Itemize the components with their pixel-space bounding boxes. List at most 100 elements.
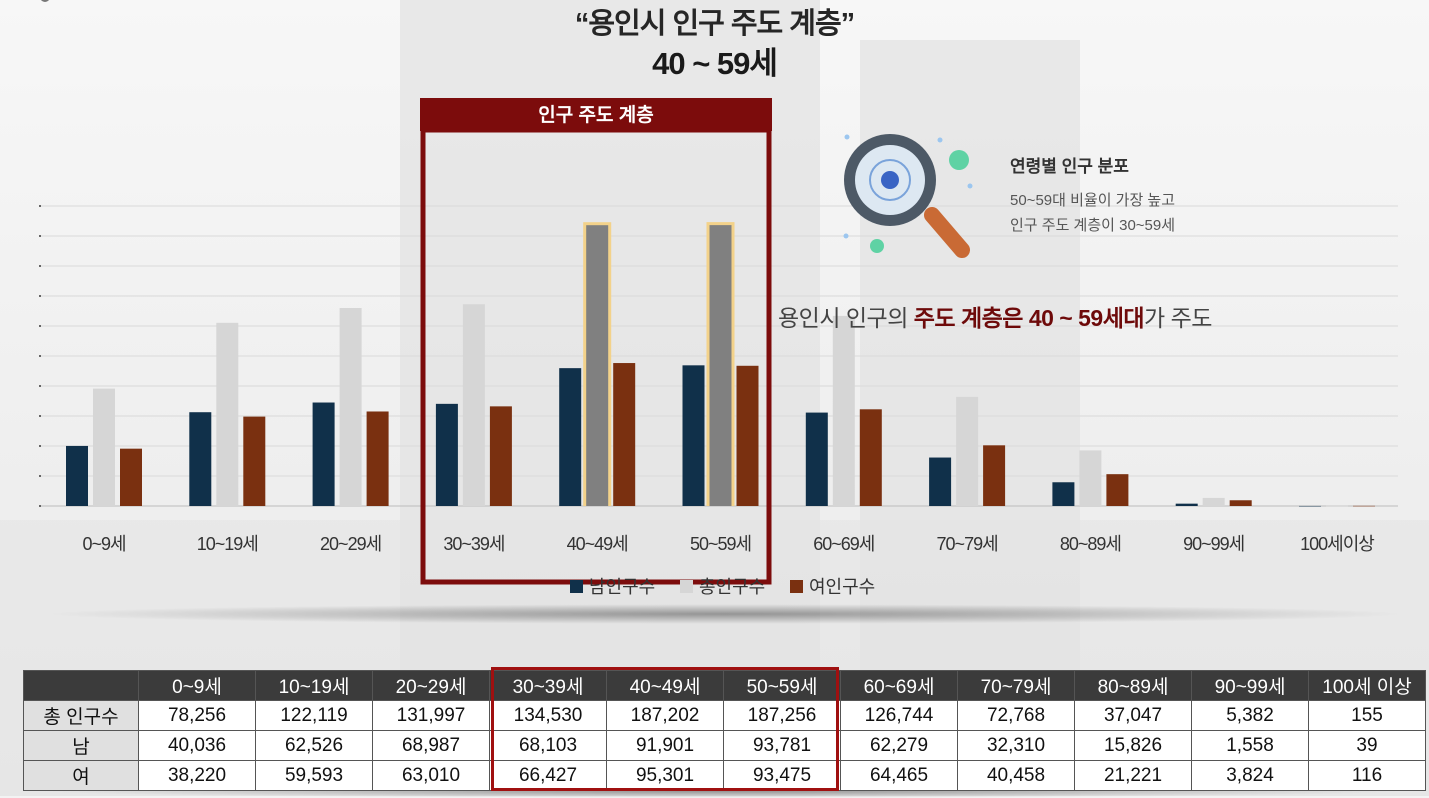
magnifier-dot-blue <box>843 233 849 239</box>
x-tick-label: 100세이상 <box>1300 534 1374 554</box>
bar-남인구수-60~69세 <box>805 412 828 506</box>
table-row-label: 여 <box>23 760 139 791</box>
table-header-cell: 10~19세 <box>255 670 373 701</box>
legend-label: 여인구수 <box>809 577 875 597</box>
table-row: 총 인구수 78,256 122,119 131,997 134,530 187,202 1… <box>23 700 1426 731</box>
callout-title: 연령별 인구 분포 <box>1010 157 1129 176</box>
magnifier-dot-blue <box>844 134 850 140</box>
bar-남인구수-40~49세 <box>559 368 582 506</box>
table-cell: 187,202 <box>606 700 724 731</box>
highlight-box: 인구 주도 계층 <box>420 98 772 585</box>
grid-tick <box>39 415 41 417</box>
table-cell: 63,010 <box>372 760 490 791</box>
table-cell: 95,301 <box>606 760 724 791</box>
bar-총인구수-90~99세 <box>1202 497 1225 506</box>
bar-남인구수-10~19세 <box>189 412 212 506</box>
table-header-cell: 50~59세 <box>723 670 841 701</box>
bar-남인구수-50~59세 <box>682 365 705 506</box>
table-header-cell: 80~89세 <box>1074 670 1192 701</box>
bar-남인구수-0~9세 <box>66 445 88 506</box>
bar-남인구수-80~89세 <box>1052 482 1075 506</box>
callout-line-1: 50~59대 비율이 가장 높고 <box>1010 192 1176 209</box>
grid-tick <box>39 265 41 267</box>
population-table: 0~9세 10~19세 20~29세 30~39세 40~49세 50~59세 60~69세… <box>23 670 1426 791</box>
bar-총인구수-80~89세 <box>1079 450 1102 506</box>
magnifier-dot-blue <box>967 183 973 189</box>
table-cell: 78,256 <box>138 700 256 731</box>
table-cell: 3,824 <box>1191 760 1309 791</box>
chart-x-labels: 0~9세 10~19세 20~29세 30~39세 40~49세 50~59세 60~69세… <box>82 534 1375 554</box>
chart-bars <box>66 222 1375 507</box>
table-cell: 122,119 <box>255 700 373 731</box>
bar-여인구수-80~89세 <box>1106 474 1129 506</box>
page-subtitle: 40 ~ 59세 <box>652 46 778 81</box>
table-row: 남 40,036 62,526 68,987 68,103 91,901 93,781 62,… <box>23 730 1426 761</box>
table-row: 여 38,220 59,593 63,010 66,427 95,301 93,475 64,… <box>23 760 1426 791</box>
table-cell: 62,526 <box>255 730 373 761</box>
table-cell: 126,744 <box>840 700 958 731</box>
table-cell: 21,221 <box>1074 760 1192 791</box>
page-title: “용인시 인구 주도 계층” <box>574 8 855 40</box>
table-cell: 40,458 <box>957 760 1075 791</box>
table-cell: 72,768 <box>957 700 1075 731</box>
table-header-cell: 100세 이상 <box>1308 670 1426 701</box>
table-cell: 59,593 <box>255 760 373 791</box>
legend-label: 남인구수 <box>589 577 655 597</box>
x-tick-label: 10~19세 <box>197 534 258 554</box>
table-header-cell: 30~39세 <box>489 670 607 701</box>
table-cell: 64,465 <box>840 760 958 791</box>
x-tick-label: 50~59세 <box>690 534 751 554</box>
bar-총인구수-30~39세 <box>462 304 485 506</box>
table-header-cell: 40~49세 <box>606 670 724 701</box>
grid-tick <box>39 295 41 297</box>
table-cell: 32,310 <box>957 730 1075 761</box>
table-header-cell: 0~9세 <box>138 670 256 701</box>
bar-남인구수-90~99세 <box>1175 503 1198 506</box>
table-cell: 38,220 <box>138 760 256 791</box>
x-tick-label: 0~9세 <box>82 534 125 554</box>
bar-여인구수-70~79세 <box>983 445 1006 506</box>
table-header-cell: 70~79세 <box>957 670 1075 701</box>
highlight-box-header <box>420 98 772 131</box>
bar-총인구수-70~79세 <box>956 396 979 506</box>
magnifier-target <box>869 159 911 201</box>
table-corner-cell <box>23 670 139 701</box>
table-cell: 68,103 <box>489 730 607 761</box>
table-cell: 66,427 <box>489 760 607 791</box>
bar-남인구수-30~39세 <box>435 403 458 506</box>
table-cell: 116 <box>1308 760 1426 791</box>
grid-tick <box>39 325 41 327</box>
magnifier-dot-blue <box>937 137 943 143</box>
highlight-box-label: 인구 주도 계층 <box>538 104 653 126</box>
table-header-cell: 20~29세 <box>372 670 490 701</box>
table-row-label: 총 인구수 <box>23 700 139 731</box>
table-body: 총 인구수 78,256 122,119 131,997 134,530 187,202 1… <box>23 700 1426 791</box>
bar-총인구수-50~59세 <box>709 225 732 506</box>
table-header-row: 0~9세 10~19세 20~29세 30~39세 40~49세 50~59세 60~69세… <box>23 670 1426 701</box>
x-tick-label: 70~79세 <box>937 534 998 554</box>
legend-label: 총인구수 <box>699 577 765 597</box>
x-tick-label: 20~29세 <box>320 534 381 554</box>
table-header-cell: 60~69세 <box>840 670 958 701</box>
table-cell: 131,997 <box>372 700 490 731</box>
table-cell: 187,256 <box>723 700 841 731</box>
legend-swatch <box>680 580 693 593</box>
table-cell: 39 <box>1308 730 1426 761</box>
grid-tick <box>39 445 41 447</box>
magnifier-dot-teal <box>949 150 969 170</box>
bar-여인구수-20~29세 <box>366 411 389 506</box>
table-cell: 15,826 <box>1074 730 1192 761</box>
grid-tick <box>39 205 41 207</box>
table-cell: 62,279 <box>840 730 958 761</box>
grid-tick <box>39 475 41 477</box>
x-tick-label: 90~99세 <box>1183 534 1244 554</box>
table-cell: 5,382 <box>1191 700 1309 731</box>
x-tick-label: 80~89세 <box>1060 534 1121 554</box>
grid-tick <box>39 235 41 237</box>
bar-여인구수-50~59세 <box>736 365 759 506</box>
bar-여인구수-60~69세 <box>859 409 882 506</box>
table-cell: 93,781 <box>723 730 841 761</box>
highlight-suffix: 가 주도 <box>1144 305 1212 331</box>
magnifier-target-center <box>881 171 899 189</box>
bar-총인구수-20~29세 <box>339 308 362 506</box>
